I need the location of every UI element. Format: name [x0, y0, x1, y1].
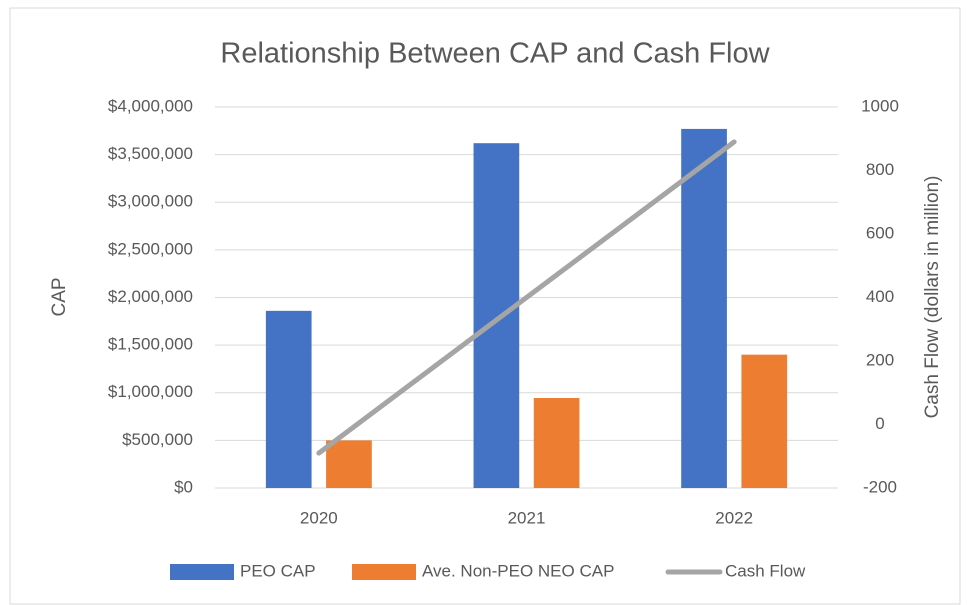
y-axis-label: CAP — [49, 277, 70, 316]
y-tick-label: $3,500,000 — [108, 144, 193, 163]
bar — [473, 143, 520, 488]
bar — [533, 397, 580, 488]
y-tick-label: $3,000,000 — [108, 192, 193, 211]
legend-label: Ave. Non-PEO NEO CAP — [422, 561, 614, 580]
y-tick-label: $2,500,000 — [108, 239, 193, 258]
bar — [681, 128, 727, 488]
y-tick-label: $4,000,000 — [108, 96, 193, 115]
chart-title: Relationship Between CAP and Cash Flow — [220, 38, 770, 70]
y-tick-label: $1,000,000 — [108, 382, 193, 401]
legend-label: PEO CAP — [240, 561, 316, 580]
line — [316, 139, 737, 456]
y2-tick-label: -200 — [863, 477, 897, 496]
legend-swatch — [352, 564, 416, 580]
x-tick-label: 2021 — [508, 508, 546, 527]
y2-tick-label: 800 — [866, 160, 894, 179]
bar — [265, 310, 312, 488]
y-tick-label: $2,000,000 — [108, 287, 193, 306]
y-tick-label: $0 — [174, 477, 193, 496]
bar — [741, 354, 788, 488]
y2-tick-label: 200 — [866, 350, 894, 369]
x-tick-label: 2022 — [715, 508, 753, 527]
y2-tick-label: 1000 — [861, 96, 899, 115]
y2-tick-label: 400 — [866, 287, 894, 306]
y2-tick-label: 600 — [866, 223, 894, 242]
y-tick-label: $1,500,000 — [108, 335, 193, 354]
legend-label: Cash Flow — [725, 561, 806, 580]
y2-tick-label: 0 — [875, 414, 884, 433]
y2-axis-label: Cash Flow (dollars in million) — [922, 176, 943, 419]
y-tick-label: $500,000 — [122, 430, 193, 449]
bar — [326, 440, 372, 488]
legend-swatch — [170, 564, 234, 580]
x-tick-label: 2020 — [300, 508, 338, 527]
